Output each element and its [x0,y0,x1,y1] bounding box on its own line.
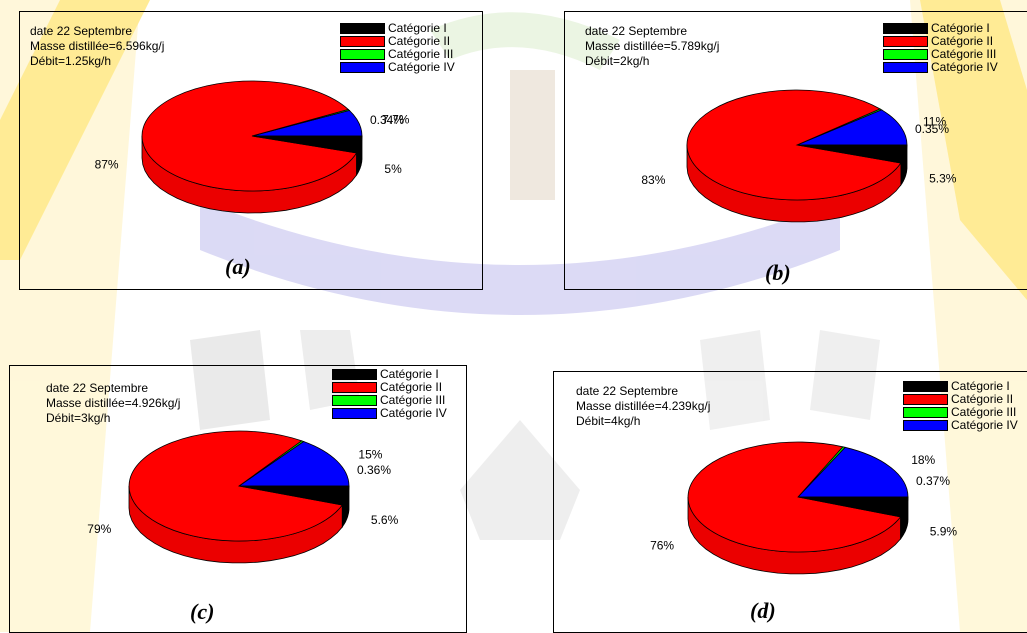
caption-b: (b) [765,260,791,285]
label-cat3: 0.36% [357,463,391,477]
legend-item-cat1: Catégorie I [903,380,1018,393]
slice-cat1 [238,485,350,506]
legend-item-cat2: Catégorie II [340,35,455,48]
slice-cat1 [797,496,909,518]
label-cat1: 5% [384,162,402,176]
date-line: date 22 Septembre [30,24,133,38]
legend-item-cat3: Catégorie III [883,48,998,61]
pie-chart-a: 7.7%0.34% 87% 5% [95,80,410,214]
label-cat4: 11% [923,115,946,129]
label-cat1: 5.9% [930,525,958,539]
legend-item-cat2: Catégorie II [332,381,447,394]
slice-cat2 [687,441,902,553]
label-cat4: 15% [358,448,382,462]
label-cat2: 76% [650,538,674,552]
pie-chart-c: 15%0.36% 79% 5.6% [87,430,399,564]
legend-b: Catégorie I Catégorie II Catégorie III C… [883,22,998,74]
legend-item-cat3: Catégorie III [332,394,447,407]
legend-item-cat3: Catégorie III [903,406,1018,419]
chart-panel-d: 18% 0.37% 76% 5.9% date 22 Septembre Masse … [553,371,1027,633]
chart-panel-a: 7.7% 0.34% 87% 5% date 22 Septembre Masse d… [19,11,483,290]
label-cat4: 7.7% [382,113,410,127]
mass-line: Masse distillée=4.239kg/j [576,399,711,413]
slice-cat4 [797,446,909,498]
legend-item-cat1: Catégorie I [332,368,447,381]
slice-cat4 [796,109,908,146]
legend-item-cat4: Catégorie IV [332,407,447,420]
legend-item-cat1: Catégorie I [883,22,998,35]
label-cat2: 79% [87,522,111,536]
mass-line: Masse distillée=4.926kg/j [46,396,181,410]
legend-c: Catégorie I Catégorie II Catégorie III C… [332,368,447,420]
legend-item-cat4: Catégorie IV [340,61,455,74]
chart-panel-c: 15% 0.36% 79% 5.6% date 22 Septembre Masse … [9,365,467,633]
date-line: date 22 Septembre [576,384,679,398]
caption-d: (d) [750,598,776,623]
label-cat1: 5.3% [929,172,957,186]
slice-cat1 [796,144,908,164]
legend-item-cat2: Catégorie II [903,393,1018,406]
label-cat3: 0.37% [916,474,950,488]
pie-chart-d: 18% 0.37% 76% 5.9% [650,441,958,575]
slice-cat1 [251,135,363,154]
date-line: date 22 Septembre [46,381,149,395]
caption-a: (a) [225,254,251,279]
flow-line: Débit=4kg/h [576,414,641,428]
slice-cat2 [141,80,358,192]
label-cat4: 18% [911,453,935,467]
legend-item-cat4: Catégorie IV [883,61,998,74]
info-text-c: date 22 Septembre Masse distillée=4.926k… [46,381,180,426]
flow-line: Débit=1.25kg/h [30,54,112,68]
legend-item-cat1: Catégorie I [340,22,455,35]
chart-panel-b: 11% 0.35% 83% 5.3% date 22 Septembre Masse … [564,11,1027,290]
pie-chart-b: 11%0.35% 83% 5.3% [641,89,957,223]
legend-item-cat4: Catégorie IV [903,419,1018,432]
info-text-b: date 22 Septembre Masse distillée=5.789k… [585,24,719,69]
label-cat2: 87% [95,158,119,172]
date-line: date 22 Septembre [585,24,688,38]
label-cat3: 0.34% [370,113,404,127]
legend-item-cat3: Catégorie III [340,48,455,61]
label-cat2: 83% [641,173,665,187]
legend-a: Catégorie I Catégorie II Catégorie III C… [340,22,455,74]
legend-d: Catégorie I Catégorie II Catégorie III C… [903,380,1018,432]
slice-cat2 [686,89,902,201]
slice-cat4 [237,441,350,487]
flow-line: Débit=2kg/h [585,54,650,68]
mass-line: Masse distillée=6.596kg/j [30,39,165,53]
label-cat1: 5.6% [371,513,399,527]
info-text-d: date 22 Septembre Masse distillée=4.239k… [576,384,710,429]
slice-cat2 [128,430,344,542]
mass-line: Masse distillée=5.789kg/j [585,39,720,53]
info-text-a: date 22 Septembre Masse distillée=6.596k… [30,24,164,69]
label-cat3: 0.35% [915,122,949,136]
legend-item-cat2: Catégorie II [883,35,998,48]
caption-c: (c) [190,599,215,624]
flow-line: Débit=3kg/h [46,411,111,425]
